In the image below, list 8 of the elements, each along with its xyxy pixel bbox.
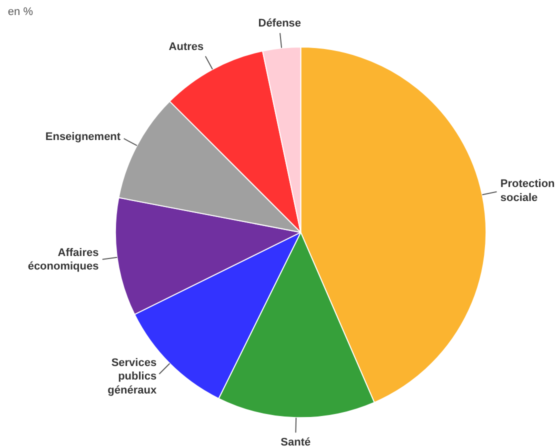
slice-label: Autres <box>168 40 204 53</box>
slice-label: Services publics généraux <box>108 356 158 396</box>
slice-label: Défense <box>258 17 302 30</box>
slice-label: Affaires économiques <box>28 246 99 273</box>
slice-label: Santé <box>280 436 311 447</box>
slice-label: Enseignement <box>45 130 121 143</box>
text: en % <box>8 6 34 18</box>
slice-label: Protection sociale <box>500 178 556 204</box>
